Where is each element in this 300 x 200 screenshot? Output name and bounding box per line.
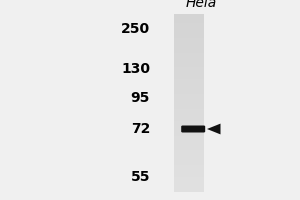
Bar xyxy=(174,85,204,88)
Bar xyxy=(174,73,204,76)
Bar xyxy=(174,47,204,50)
Bar xyxy=(174,56,204,58)
Text: 95: 95 xyxy=(130,91,150,105)
Bar xyxy=(174,35,204,38)
Bar xyxy=(174,58,204,61)
Bar xyxy=(174,171,204,174)
Text: 250: 250 xyxy=(121,22,150,36)
Bar xyxy=(174,109,204,112)
Bar xyxy=(174,133,204,136)
Bar xyxy=(174,186,204,189)
Bar xyxy=(174,82,204,85)
Bar xyxy=(174,14,204,17)
Text: 55: 55 xyxy=(130,170,150,184)
Bar xyxy=(174,23,204,26)
Bar xyxy=(174,61,204,64)
FancyBboxPatch shape xyxy=(181,126,205,132)
Bar xyxy=(174,174,204,177)
Bar xyxy=(174,64,204,67)
Bar xyxy=(174,29,204,32)
Bar xyxy=(174,127,204,130)
Bar xyxy=(174,76,204,79)
Bar xyxy=(174,88,204,91)
Bar xyxy=(174,50,204,53)
Bar xyxy=(174,79,204,82)
Bar xyxy=(174,153,204,156)
Bar xyxy=(174,44,204,47)
Bar xyxy=(174,97,204,100)
Bar xyxy=(174,100,204,103)
Bar xyxy=(174,177,204,180)
Bar xyxy=(174,103,204,106)
Bar xyxy=(174,159,204,162)
Bar xyxy=(174,165,204,168)
Bar xyxy=(174,26,204,29)
Bar xyxy=(174,17,204,20)
Bar xyxy=(174,189,204,192)
Bar xyxy=(174,67,204,70)
Bar xyxy=(174,180,204,183)
Bar xyxy=(174,70,204,73)
Bar xyxy=(174,150,204,153)
Bar xyxy=(174,20,204,23)
Bar xyxy=(174,41,204,44)
Bar xyxy=(174,124,204,127)
Bar xyxy=(174,112,204,115)
Bar xyxy=(174,118,204,121)
Bar xyxy=(174,139,204,142)
Text: Hela: Hela xyxy=(185,0,217,10)
Bar xyxy=(174,148,204,150)
Bar xyxy=(174,32,204,35)
Text: 130: 130 xyxy=(121,62,150,76)
Bar xyxy=(174,162,204,165)
Bar xyxy=(174,136,204,139)
Bar xyxy=(174,156,204,159)
Bar xyxy=(174,145,204,148)
Bar xyxy=(174,142,204,145)
Bar xyxy=(174,91,204,94)
Bar xyxy=(174,168,204,171)
Bar xyxy=(174,121,204,124)
Bar xyxy=(174,94,204,97)
Text: 72: 72 xyxy=(130,122,150,136)
Bar xyxy=(174,115,204,118)
Bar xyxy=(174,38,204,41)
Bar xyxy=(174,106,204,109)
Bar xyxy=(174,183,204,186)
Bar xyxy=(174,130,204,133)
Polygon shape xyxy=(207,124,220,134)
Bar xyxy=(174,53,204,56)
